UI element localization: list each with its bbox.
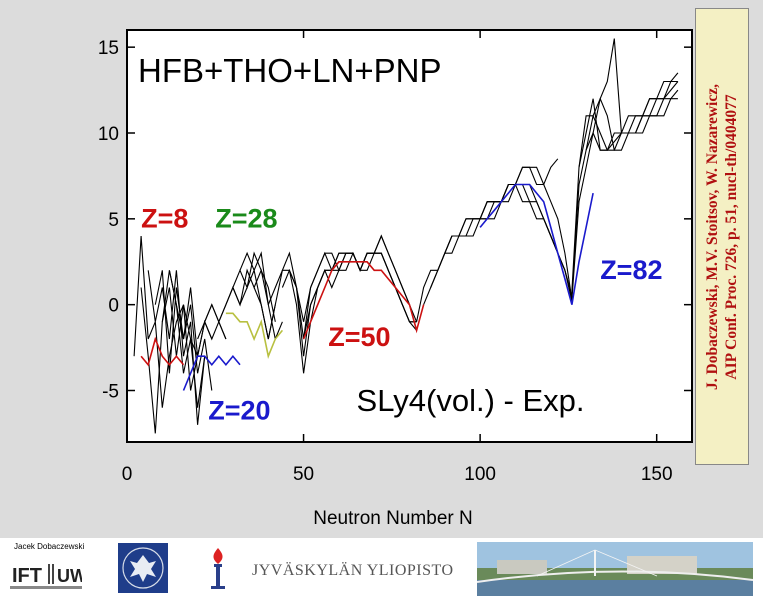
y-tick-label: 10 [98,124,119,145]
footer: Jacek Dobaczewski IFT UW JYVÄSKYLÄN YLIO… [0,538,763,597]
y-tick-label: 15 [98,38,119,59]
series-layer [133,38,679,434]
series-line-28 [182,354,241,391]
ift-uw-logo: IFT UW [10,556,82,590]
series-line-30 [479,183,594,305]
author-name: Jacek Dobaczewski [14,542,85,551]
x-tick-label: 50 [293,464,314,485]
axis-ticks: 0 50 100 150 -5 0 5 10 15 [98,30,692,485]
chart-title: HFB+THO+LN+PNP [138,52,442,89]
x-tick-label: 0 [122,464,133,485]
series-line-25 [585,98,678,151]
model-label: SLy4(vol.) - Exp. [357,383,585,418]
shell-annotation: Z=28 [215,203,277,233]
shell-annotation: Z=82 [600,255,662,285]
shell-annotation: Z=20 [208,396,270,426]
series-line-26 [140,336,185,367]
svg-text:UW: UW [57,566,82,586]
x-tick-label: 150 [641,464,673,485]
campus-photo [477,542,753,596]
series-line-21 [571,38,679,300]
series-line-20 [480,166,573,300]
series-line-0 [133,235,199,408]
shell-annotation: Z=50 [328,322,390,352]
svg-text:IFT: IFT [12,565,42,587]
jyvaskyla-torch-logo [211,548,225,589]
citation-text: J. Dobaczewski, M.V. Stoitsov, W. Nazare… [703,84,741,390]
y-tick-label: 5 [108,210,119,231]
plot-area [126,29,693,443]
chart: 0 50 100 150 -5 0 5 10 15 HFB+THO+LN+PNP Neutron… [98,29,693,529]
x-axis-label: Neutron Number N [313,508,472,529]
series-line-2 [147,270,206,425]
annotation-layer: Z=8 Z=28 Z=20 Z=50 Z=82 SLy4(vol.) - Exp. [141,203,662,425]
series-line-27 [225,312,284,359]
citation-line-1: J. Dobaczewski, M.V. Stoitsov, W. Nazare… [704,84,721,390]
university-name: JYVÄSKYLÄN YLIOPISTO [252,562,454,579]
series-line-10 [239,251,269,305]
x-tick-label: 100 [464,464,496,485]
citation-box: J. Dobaczewski, M.V. Stoitsov, W. Nazare… [695,8,749,465]
y-tick-label: 0 [108,296,119,317]
slide-background: 0 50 100 150 -5 0 5 10 15 HFB+THO+LN+PNP Neutron… [0,0,763,538]
university-warsaw-seal [118,543,168,593]
series-line-29 [302,260,425,340]
y-tick-label: -5 [102,382,119,403]
shell-annotation: Z=8 [141,203,188,233]
series-line-15 [303,251,417,340]
citation-line-2: AIP Conf. Proc. 726, p. 51, nucl-th/0404… [723,94,740,380]
